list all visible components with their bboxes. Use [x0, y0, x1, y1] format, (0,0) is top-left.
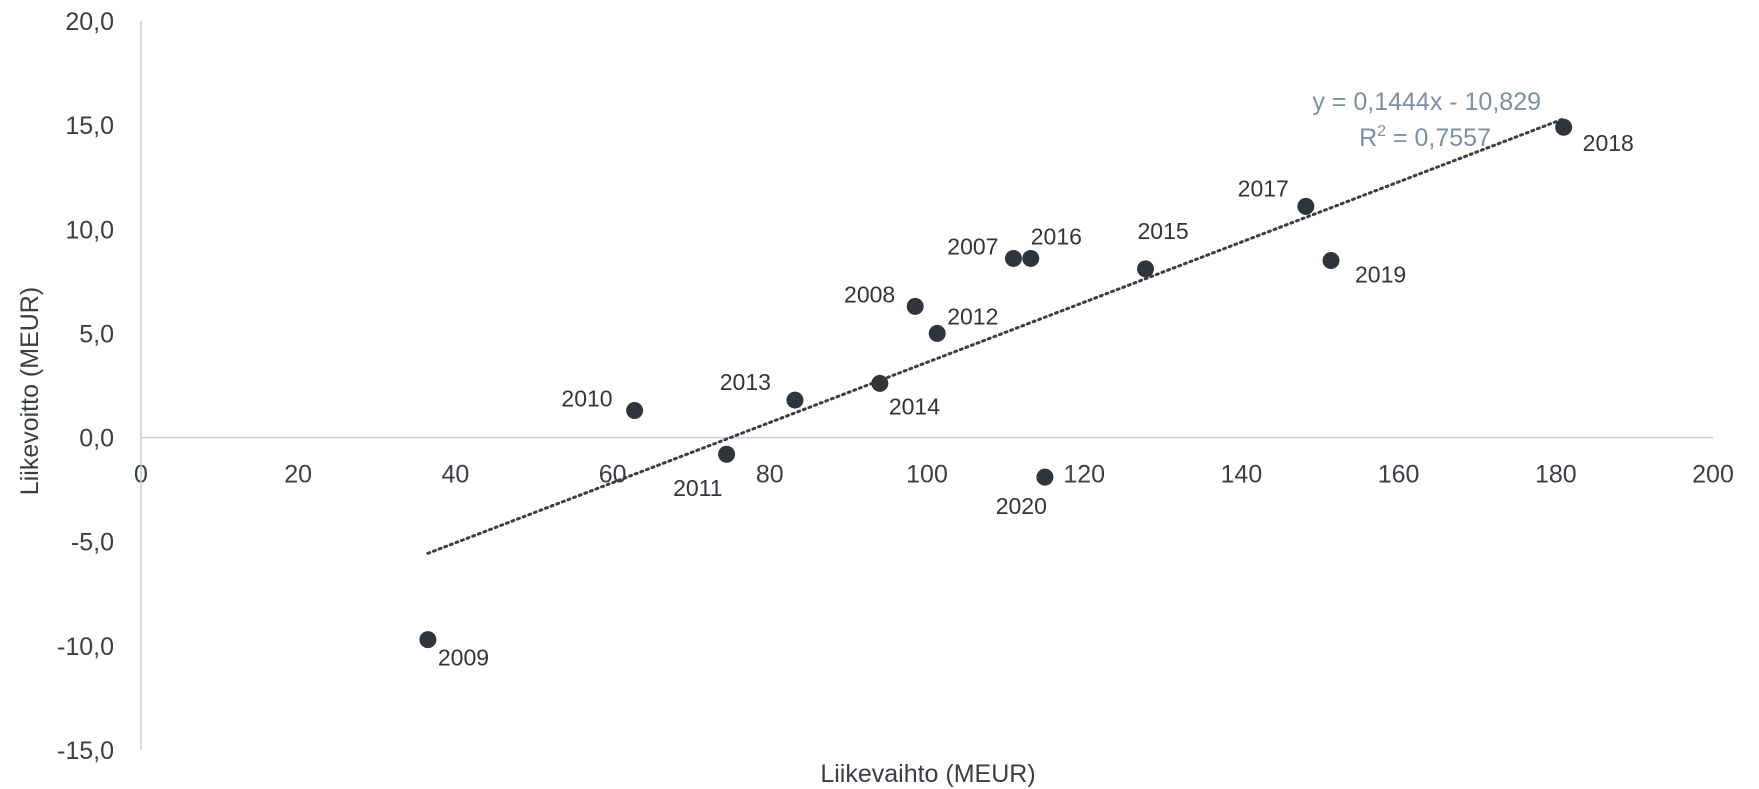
x-tick-label: 100	[906, 461, 948, 489]
r-squared-superscript: 2	[1377, 123, 1386, 140]
data-point-label: 2019	[1355, 262, 1406, 288]
y-tick-label: -5,0	[71, 529, 114, 557]
data-point	[906, 297, 924, 315]
data-point	[718, 445, 736, 463]
x-tick-label: 200	[1692, 461, 1734, 489]
y-tick-label: 10,0	[65, 216, 114, 244]
y-tick-label: -10,0	[57, 633, 114, 661]
y-tick-label: -15,0	[57, 737, 114, 765]
y-axis-title: Liikevoitto (MEUR)	[16, 287, 44, 495]
data-point-label: 2007	[947, 233, 998, 259]
data-point-label: 2015	[1138, 218, 1189, 244]
data-point-label: 2017	[1238, 175, 1289, 201]
data-point	[928, 324, 946, 342]
point-labels: 2007 2008 2009 2010 2011 2012 2013 2014 2015 2016…	[438, 130, 1634, 670]
x-tick-label: 180	[1535, 461, 1577, 489]
data-point	[1137, 260, 1155, 278]
data-point-label: 2013	[720, 369, 771, 395]
y-axis-ticks: 20,0 15,0 10,0 5,0 0,0 -5,0 -10,0 -15,0	[57, 8, 114, 765]
trendline	[426, 117, 1566, 555]
data-point-label: 2014	[889, 393, 940, 419]
data-point-label: 2011	[673, 475, 722, 501]
y-tick-label: 20,0	[65, 8, 114, 36]
data-point-label: 2016	[1031, 223, 1082, 249]
data-point	[1022, 249, 1040, 267]
data-point-label: 2012	[947, 303, 998, 329]
x-tick-label: 20	[284, 461, 312, 489]
data-point-label: 2010	[561, 385, 612, 411]
x-tick-label: 160	[1378, 461, 1420, 489]
data-point	[626, 401, 644, 419]
data-point-label: 2018	[1583, 130, 1634, 156]
data-point	[1004, 249, 1022, 267]
data-point-label: 2009	[438, 645, 489, 671]
x-axis-ticks: 0 20 40 60 80 100 120 140 160 180 200	[134, 461, 1734, 489]
r-squared-value: = 0,7557	[1386, 124, 1491, 152]
data-point	[871, 374, 889, 392]
data-point-label: 2020	[996, 493, 1047, 519]
r-squared-label: R2 = 0,7557	[1359, 123, 1491, 152]
y-tick-label: 5,0	[79, 320, 114, 348]
data-point	[419, 631, 437, 649]
data-points	[419, 118, 1573, 649]
x-tick-label: 40	[441, 461, 469, 489]
data-point	[1322, 252, 1340, 270]
data-point	[1555, 118, 1573, 136]
x-tick-label: 60	[599, 461, 627, 489]
x-tick-label: 140	[1221, 461, 1263, 489]
r-squared-prefix: R	[1359, 124, 1377, 152]
data-point	[1036, 468, 1054, 486]
trendline-equation: y = 0,1444x - 10,829	[1312, 88, 1541, 116]
x-axis-title: Liikevaihto (MEUR)	[820, 760, 1035, 788]
x-tick-label: 120	[1063, 461, 1105, 489]
data-point	[1297, 197, 1315, 215]
data-point-label: 2008	[844, 281, 895, 307]
y-tick-label: 15,0	[65, 112, 114, 140]
data-point	[786, 391, 804, 409]
y-tick-label: 0,0	[79, 425, 114, 453]
x-tick-label: 80	[756, 461, 784, 489]
